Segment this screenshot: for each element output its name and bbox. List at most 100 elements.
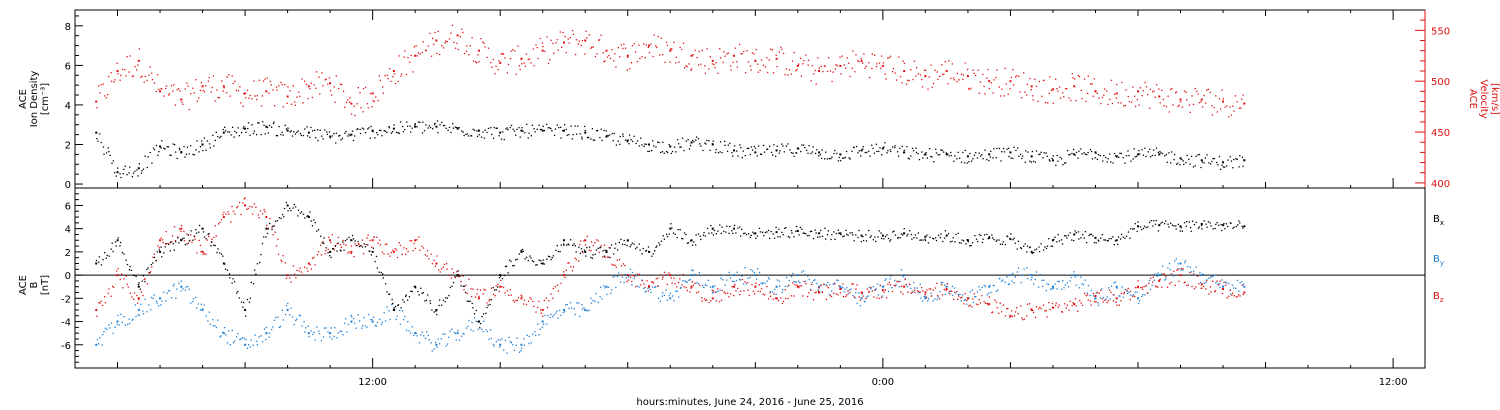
bz-sample <box>911 291 913 294</box>
bz-sample <box>1150 277 1152 279</box>
density-sample <box>1032 160 1035 163</box>
velocity-point <box>860 59 863 62</box>
by-sample <box>719 289 721 291</box>
velocity-sample <box>315 71 318 73</box>
bz-sample <box>223 211 225 214</box>
bz-sample <box>846 294 848 296</box>
bz-sample <box>120 273 123 275</box>
density-point <box>775 149 778 152</box>
velocity-sample <box>811 65 813 67</box>
velocity-sample <box>1104 88 1106 90</box>
density-sample <box>186 146 189 148</box>
by-sample <box>180 280 183 282</box>
bz-sample <box>361 239 364 241</box>
bz-sample <box>894 285 896 287</box>
bx-sample <box>178 242 180 244</box>
bz-sample <box>148 272 150 274</box>
bz-point <box>159 239 162 242</box>
density-sample <box>689 144 692 147</box>
density-sample <box>111 162 113 164</box>
velocity-sample <box>262 80 265 82</box>
density-sample <box>1045 152 1047 154</box>
by-sample <box>1031 276 1033 279</box>
bx-point <box>1073 233 1076 236</box>
bx-sample <box>489 303 491 306</box>
density-sample <box>810 152 812 155</box>
density-sample <box>787 143 789 145</box>
bz-sample <box>399 244 402 247</box>
by-sample <box>932 300 934 302</box>
bx-sample <box>1201 228 1203 230</box>
velocity-sample <box>341 83 343 86</box>
velocity-sample <box>378 75 380 77</box>
density-sample <box>183 145 185 148</box>
velocity-sample <box>902 60 904 62</box>
bx-sample <box>290 209 292 212</box>
bz-sample <box>873 296 875 298</box>
bz-sample <box>1035 305 1038 308</box>
bz-sample <box>735 290 737 292</box>
bz-series <box>95 197 1246 321</box>
velocity-sample <box>507 63 510 66</box>
density-sample <box>839 160 842 162</box>
density-sample <box>1042 157 1044 159</box>
velocity-point <box>159 90 162 93</box>
density-sample <box>860 155 862 157</box>
by-sample <box>636 285 639 287</box>
bx-sample <box>321 242 323 244</box>
bz-sample <box>1074 298 1077 300</box>
density-sample <box>198 151 200 153</box>
velocity-sample <box>198 97 200 99</box>
density-sample <box>258 122 260 124</box>
velocity-sample <box>858 61 860 63</box>
bx-sample <box>659 244 661 246</box>
velocity-sample <box>430 55 433 57</box>
bx-sample <box>761 231 764 233</box>
bz-sample <box>1087 299 1089 301</box>
bx-sample <box>1218 224 1220 226</box>
bx-point <box>116 239 119 242</box>
bz-sample <box>1173 270 1175 272</box>
bz-sample <box>565 269 567 271</box>
bz-sample <box>339 244 342 246</box>
bx-sample <box>708 232 710 234</box>
density-sample <box>986 158 988 161</box>
velocity-point <box>435 39 438 42</box>
bx-sample <box>583 249 586 251</box>
bx-sample <box>838 232 840 234</box>
velocity-sample <box>264 78 266 80</box>
bx-sample <box>1012 239 1014 241</box>
velocity-sample <box>683 67 686 69</box>
bx-sample <box>725 231 727 233</box>
bz-sample <box>430 253 432 255</box>
by-sample <box>972 301 975 303</box>
by-sample <box>1094 297 1096 300</box>
velocity-sample <box>624 47 627 49</box>
velocity-sample <box>442 47 445 49</box>
bx-point <box>711 227 714 230</box>
velocity-sample <box>1032 95 1034 97</box>
density-ylabel-line2: Ion Density <box>29 71 40 128</box>
by-sample <box>148 304 150 306</box>
bx-sample <box>119 245 121 247</box>
bx-sample <box>340 250 342 252</box>
by-sample <box>170 296 173 299</box>
density-sample <box>1226 165 1228 167</box>
bx-sample <box>358 245 361 248</box>
bz-sample <box>533 305 535 307</box>
bz-sample <box>395 249 398 251</box>
density-sample <box>845 150 848 153</box>
bx-sample <box>129 265 131 268</box>
density-sample <box>980 155 982 157</box>
density-point <box>1030 155 1033 158</box>
density-sample <box>1083 152 1085 154</box>
density-sample <box>628 134 631 136</box>
density-sample <box>733 145 736 147</box>
by-sample <box>761 283 763 285</box>
bz-sample <box>900 291 902 293</box>
by-sample <box>1089 294 1091 297</box>
bx-point <box>988 236 991 239</box>
density-sample <box>224 126 226 128</box>
bz-sample <box>1102 301 1104 303</box>
bx-sample <box>711 232 713 234</box>
